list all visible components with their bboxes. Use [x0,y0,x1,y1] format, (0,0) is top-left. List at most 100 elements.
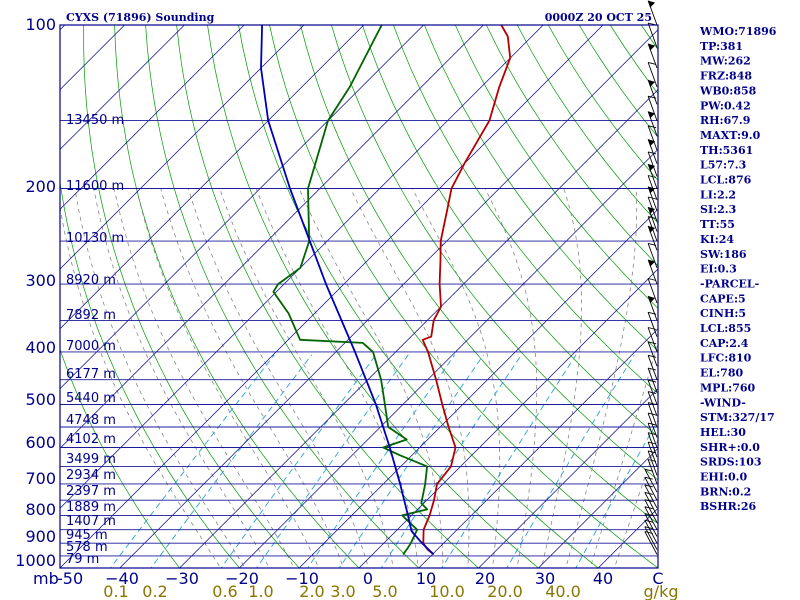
mixing-ratio-label-1.0: 1.0 [248,582,273,600]
height-label-350: 7892 m [66,308,116,323]
moist-adiabat-line [589,341,658,568]
wind-barb-staff [647,422,658,448]
wind-barb-pennant [648,225,656,233]
temp-tick-40: 40 [593,569,613,588]
pressure-tick-500: 500 [25,390,56,409]
wind-barb-feather [644,476,653,480]
mixing-ratio-label-5.0: 5.0 [372,582,397,600]
temp-tick-minus40: −40 [105,569,139,588]
wind-barb-feather [647,278,657,281]
isotherm-line [298,208,658,568]
height-label-450: 6177 m [66,367,116,382]
height-label-150: 13450 m [66,113,124,128]
wind-barb-staff [647,312,658,337]
wind-barb-feather [644,468,653,472]
isotherm-line [119,29,658,568]
height-label-400: 7000 m [66,339,116,354]
isotherm-line [239,148,658,568]
wind-barb-pennant [648,43,656,51]
height-label-750: 2397 m [66,484,116,499]
moist-adiabat-line [187,188,369,568]
height-label-300: 8920 m [66,273,116,288]
dry-adiabat-line [145,25,420,568]
dry-adiabat-line [300,25,658,525]
wind-barb-pennant [648,186,656,194]
dry-adiabat-line [269,25,658,568]
sounding-index-entry: RH:67.9 [700,114,750,127]
mixing-ratio-label-20.0: 20.0 [487,582,523,600]
wind-barb-staff [647,355,658,380]
sounding-index-entry: EL:780 [700,367,743,380]
temp-tick-20: 20 [475,569,495,588]
height-label-250: 10130 m [66,231,124,246]
wind-barb-staff [644,519,658,544]
mixing-ratio-label-10.0: 10.0 [429,582,465,600]
sounding-index-entry: CAPE:5 [700,292,746,305]
moist-adiabat-line [255,188,419,568]
height-label-850: 1407 m [66,514,116,529]
wind-barb-staff [647,367,658,393]
moist-adiabat-line [484,188,538,568]
isotherm-line [60,25,185,150]
wind-barb-staff [647,62,658,88]
mixing-ratio-line [338,354,484,568]
wind-barb-staff [647,327,658,353]
wind-barb-pennant [648,259,656,267]
temp-tick-minus10: −10 [285,569,319,588]
wind-barb-staff [647,391,658,417]
mixing-ratio-label-0.1: 0.1 [103,582,128,600]
wind-barb-staff [647,402,658,428]
height-label-950: 578 m [66,540,108,555]
height-label-650: 3499 m [66,452,116,467]
pressure-tick-300: 300 [25,271,56,290]
moist-adiabat-line [135,188,320,568]
temp-tick-minus50: -50 [57,569,83,588]
sounding-index-entry: KI:24 [700,233,734,246]
mixing-ratio-label-2.0: 2.0 [299,582,324,600]
sounding-index-entry: WB0:858 [699,84,757,97]
chart-datetime: 0000Z 20 OCT 25 [545,11,652,24]
sounding-index-entry: TH:5361 [700,144,753,157]
moist-adiabat-line [298,188,444,568]
wind-barb-staff [647,450,658,476]
height-label-500: 5440 m [66,391,116,406]
wind-barb-staff [647,278,658,304]
wind-barb-staff [644,531,658,555]
wind-barb-staff [647,216,658,242]
mixing-ratio-line [307,354,456,568]
wind-barb-staff [647,151,658,177]
wind-barb-staff [647,412,658,438]
sounding-index-entry: LFC:810 [700,352,752,365]
moist-adiabat-line [613,438,658,568]
sounding-index-entry: -PARCEL- [700,277,759,290]
dewpoint-trace [272,25,429,555]
moist-adiabat-line [541,188,582,568]
wind-barb-feather [647,61,657,65]
isotherm-line [478,388,658,568]
wind-barb-staff [647,175,658,201]
wind-barb-feather [647,391,657,395]
sounding-index-entry: -WIND- [700,396,746,409]
pressure-unit-label: mb [33,569,59,588]
sounding-index-entry: LI:2.2 [700,188,736,201]
wind-barb-staff [644,506,658,530]
sounding-index-entry: SI:2.3 [700,203,736,216]
wind-barb-feather [647,367,657,371]
sounding-index-entry: LCL:855 [700,322,751,335]
pressure-tick-700: 700 [25,469,56,488]
temperature-trace [421,25,512,556]
wind-barb-feather [647,327,657,330]
sounding-index-entry: BRN:0.2 [700,485,751,498]
isotherm-line [60,25,484,449]
temp-unit-label: C [652,569,663,588]
mixing-ratio-line [255,354,409,568]
dry-adiabat-line [454,25,658,309]
isotherm-line [60,25,305,270]
sounding-index-entry: WMO:71896 [699,25,777,38]
mixing-ratio-label-3.0: 3.0 [330,582,355,600]
wind-barb-staff [647,459,658,485]
height-label-900: 945 m [66,528,108,543]
mixing-ratio-line [220,354,377,568]
wind-barb-staff [644,484,658,509]
